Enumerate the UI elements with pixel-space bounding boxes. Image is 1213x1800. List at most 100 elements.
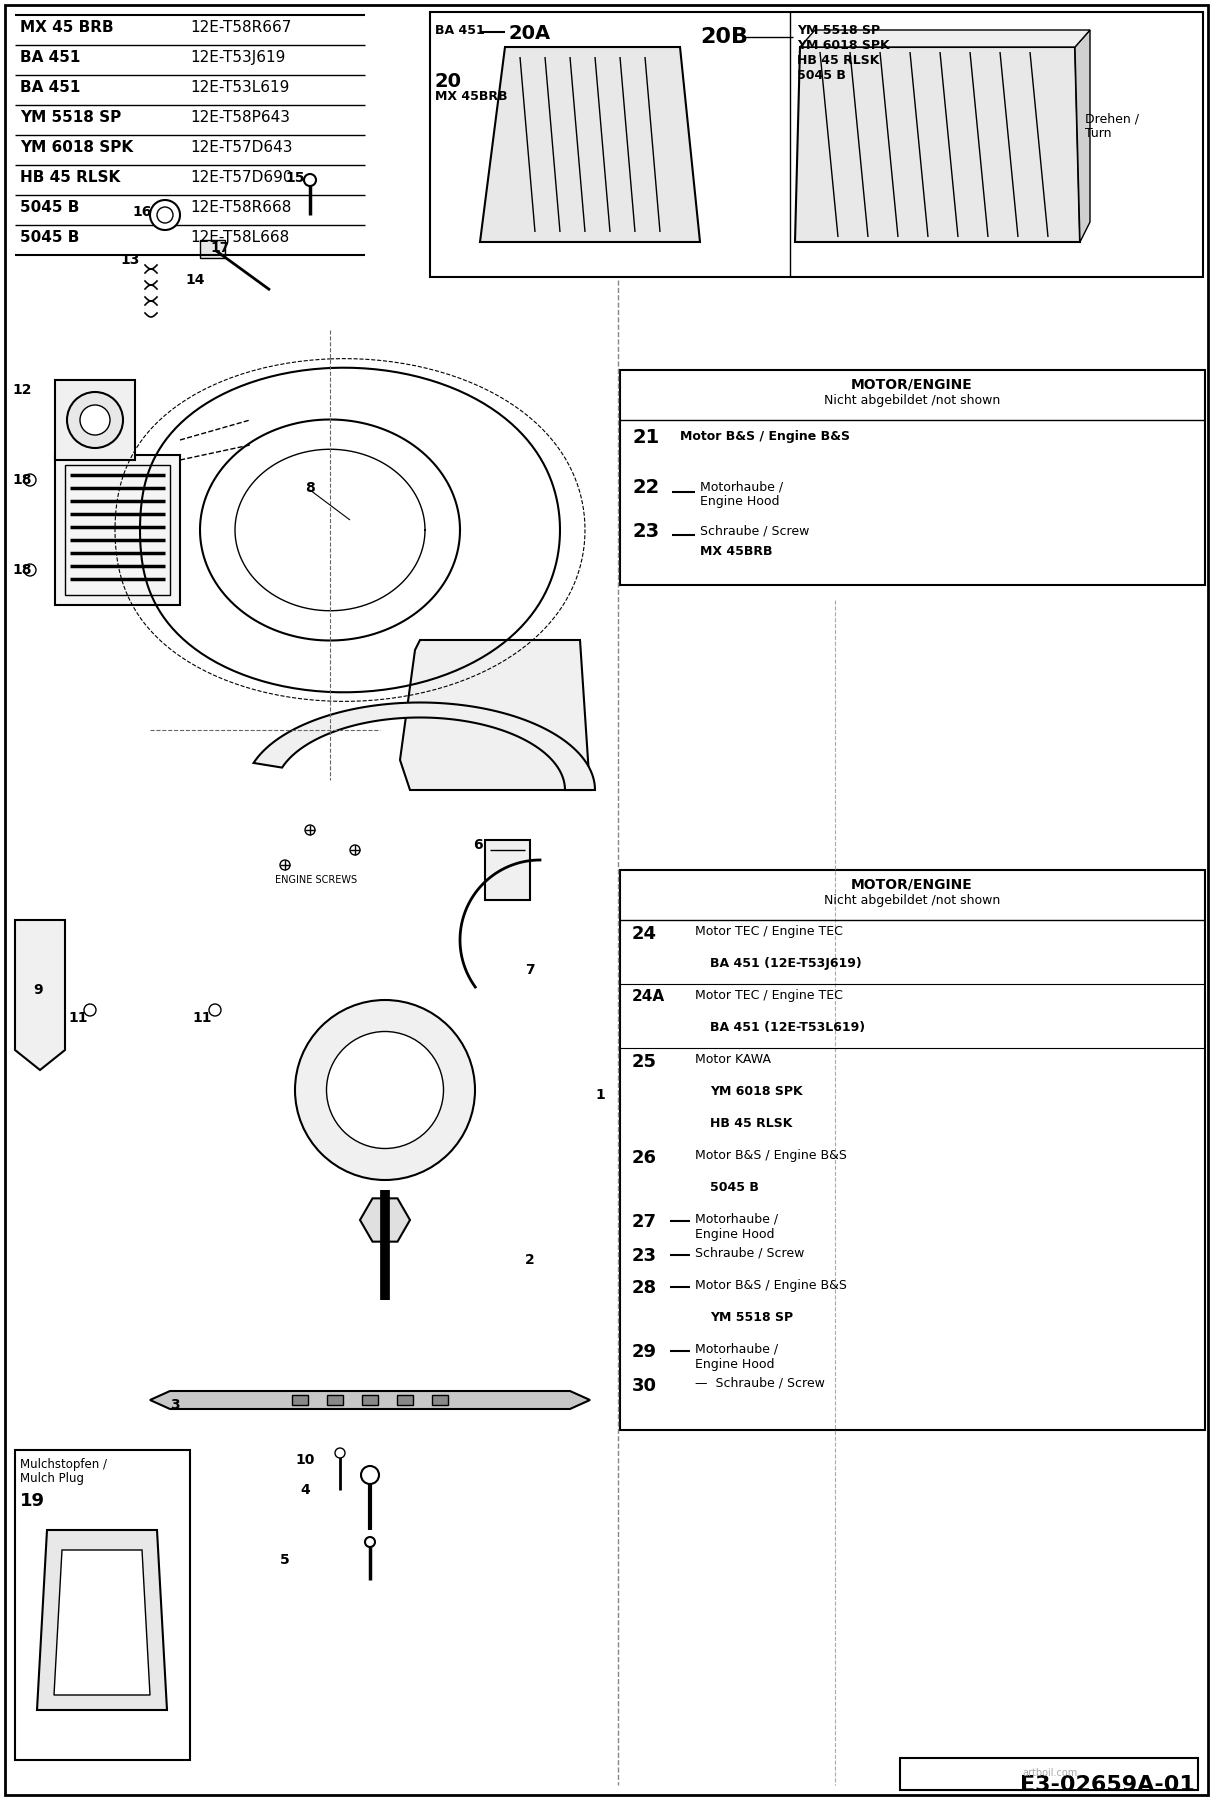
Text: Schraube / Screw: Schraube / Screw <box>700 526 809 538</box>
Bar <box>432 1395 448 1406</box>
Text: 28: 28 <box>632 1280 657 1298</box>
Text: —  Schraube / Screw: — Schraube / Screw <box>695 1377 825 1390</box>
Polygon shape <box>38 1530 167 1710</box>
Circle shape <box>24 563 36 576</box>
Text: 20B: 20B <box>700 27 748 47</box>
Text: 5045 B: 5045 B <box>19 200 79 214</box>
Text: Mulch Plug: Mulch Plug <box>19 1472 84 1485</box>
Text: 1: 1 <box>596 1087 605 1102</box>
Text: HB 45 RLSK: HB 45 RLSK <box>710 1118 792 1130</box>
Text: 27: 27 <box>632 1213 657 1231</box>
Text: Motor TEC / Engine TEC: Motor TEC / Engine TEC <box>695 925 843 938</box>
Bar <box>200 239 224 257</box>
Text: MX 45BRB: MX 45BRB <box>700 545 773 558</box>
Text: 18: 18 <box>12 473 32 488</box>
Text: HB 45 RLSK: HB 45 RLSK <box>797 54 879 67</box>
Polygon shape <box>55 1550 150 1696</box>
Bar <box>340 1082 358 1100</box>
Text: Schraube / Screw: Schraube / Screw <box>695 1247 804 1260</box>
Text: 12E-T58R668: 12E-T58R668 <box>190 200 291 214</box>
Polygon shape <box>15 920 66 1069</box>
Text: 7: 7 <box>525 963 535 977</box>
Text: BA 451: BA 451 <box>435 23 485 38</box>
Text: 24A: 24A <box>632 988 665 1004</box>
Text: YM 6018 SPK: YM 6018 SPK <box>710 1085 803 1098</box>
Text: E3-02659A-01: E3-02659A-01 <box>1020 1775 1195 1795</box>
Text: Mulchstopfen /: Mulchstopfen / <box>19 1458 107 1471</box>
Text: BA 451: BA 451 <box>19 79 80 95</box>
Text: 20: 20 <box>435 72 462 92</box>
Polygon shape <box>795 47 1080 241</box>
Circle shape <box>335 1447 344 1458</box>
Text: 12E-T58P643: 12E-T58P643 <box>190 110 290 124</box>
Circle shape <box>67 392 123 448</box>
Circle shape <box>280 860 290 869</box>
Bar <box>394 1112 412 1130</box>
Polygon shape <box>360 1199 410 1242</box>
Text: 2: 2 <box>525 1253 535 1267</box>
Circle shape <box>365 1537 375 1546</box>
Text: 13: 13 <box>120 254 139 266</box>
Circle shape <box>361 1465 378 1483</box>
Text: 24: 24 <box>632 925 657 943</box>
Text: 12E-T57D643: 12E-T57D643 <box>190 140 292 155</box>
Bar <box>66 464 170 596</box>
Bar <box>900 1759 1198 1789</box>
Text: BA 451 (12E-T53J619): BA 451 (12E-T53J619) <box>710 958 861 970</box>
Text: YM 6018 SPK: YM 6018 SPK <box>797 40 889 52</box>
Text: ENGINE SCREWS: ENGINE SCREWS <box>275 875 357 886</box>
Text: Motor B&S / Engine B&S: Motor B&S / Engine B&S <box>695 1280 847 1292</box>
Text: 5045 B: 5045 B <box>710 1181 759 1193</box>
Circle shape <box>351 844 360 855</box>
Text: 14: 14 <box>186 274 205 286</box>
Text: Engine Hood: Engine Hood <box>700 495 780 508</box>
Text: 23: 23 <box>632 1247 657 1265</box>
Text: 8: 8 <box>306 481 315 495</box>
Text: Turn: Turn <box>1084 128 1111 140</box>
Polygon shape <box>400 641 590 790</box>
Text: MOTOR/ENGINE: MOTOR/ENGINE <box>852 378 973 392</box>
Circle shape <box>24 473 36 486</box>
Text: 21: 21 <box>632 428 659 446</box>
Polygon shape <box>150 1391 590 1409</box>
Text: Nicht abgebildet /not shown: Nicht abgebildet /not shown <box>824 394 1001 407</box>
Bar <box>485 841 530 900</box>
Bar <box>620 869 1205 1429</box>
Text: 16: 16 <box>132 205 152 220</box>
Text: HB 45 RLSK: HB 45 RLSK <box>19 169 120 185</box>
Text: YM 5518 SP: YM 5518 SP <box>710 1310 793 1325</box>
Text: 30: 30 <box>632 1377 657 1395</box>
Text: Engine Hood: Engine Hood <box>695 1357 774 1372</box>
Polygon shape <box>801 31 1090 47</box>
Circle shape <box>295 1001 475 1181</box>
Text: 12E-T58R667: 12E-T58R667 <box>190 20 291 34</box>
Text: 6: 6 <box>473 839 483 851</box>
Circle shape <box>209 1004 221 1015</box>
Text: 20A: 20A <box>508 23 551 43</box>
Circle shape <box>304 175 317 185</box>
Polygon shape <box>1075 31 1090 241</box>
Text: 5045 B: 5045 B <box>797 68 845 83</box>
Polygon shape <box>480 47 700 241</box>
Bar <box>394 1049 412 1067</box>
Text: 12E-T57D690: 12E-T57D690 <box>190 169 292 185</box>
Bar <box>412 1082 429 1100</box>
Circle shape <box>156 207 173 223</box>
Text: artboil.com: artboil.com <box>1023 1768 1077 1778</box>
Bar <box>15 1451 190 1760</box>
Circle shape <box>304 824 315 835</box>
Bar <box>620 371 1205 585</box>
Text: 15: 15 <box>285 171 304 185</box>
Text: 12E-T53L619: 12E-T53L619 <box>190 79 290 95</box>
Text: 29: 29 <box>632 1343 657 1361</box>
Text: BA 451: BA 451 <box>19 50 80 65</box>
Text: 19: 19 <box>19 1492 45 1510</box>
Text: MOTOR/ENGINE: MOTOR/ENGINE <box>852 878 973 893</box>
Text: Motorhaube /: Motorhaube / <box>700 481 784 493</box>
Text: Nicht abgebildet /not shown: Nicht abgebildet /not shown <box>824 895 1001 907</box>
Text: 23: 23 <box>632 522 659 542</box>
Text: 22: 22 <box>632 479 659 497</box>
Text: 11: 11 <box>68 1012 87 1024</box>
Text: 3: 3 <box>170 1399 180 1411</box>
Text: 25: 25 <box>632 1053 657 1071</box>
